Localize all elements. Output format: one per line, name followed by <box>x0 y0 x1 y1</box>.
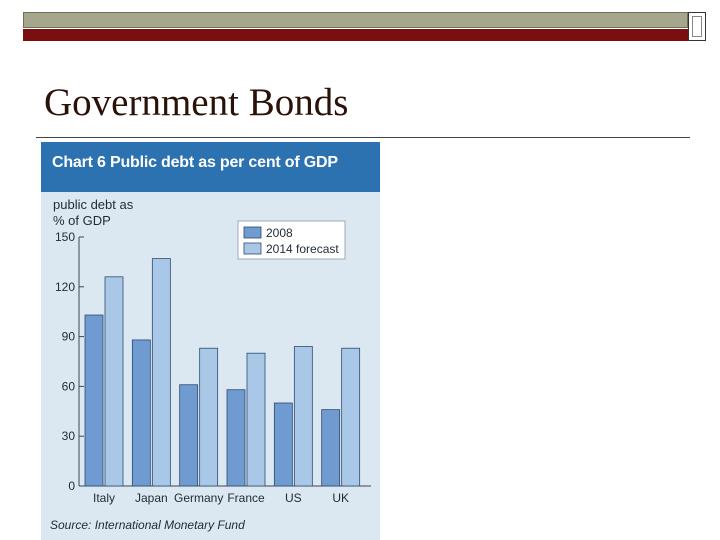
y-tick-label: 120 <box>55 280 75 294</box>
legend-label: 2014 forecast <box>266 242 339 256</box>
bar-japan-1 <box>151 258 171 487</box>
y-axis-label-line1: public debt as <box>53 197 134 212</box>
chart-title: Chart 6 Public debt as per cent of GDP <box>52 154 338 171</box>
x-tick-label: France <box>227 491 265 505</box>
bar-uk-0 <box>321 409 341 487</box>
x-tick-label: Germany <box>174 491 223 505</box>
x-tick-label: US <box>285 491 302 505</box>
bar-germany-1 <box>199 347 219 487</box>
chart-source: Source: International Monetary Fund <box>50 518 245 532</box>
y-tick-label: 60 <box>62 379 76 393</box>
y-tick-label: 30 <box>62 429 76 443</box>
y-axis-label-line2: % of GDP <box>53 213 111 228</box>
chart-header: Chart 6 Public debt as per cent of GDP <box>41 142 380 192</box>
bar-italy-1 <box>104 276 124 487</box>
bar-france-1 <box>246 352 266 487</box>
bar-germany-0 <box>179 384 199 487</box>
chart-panel: Chart 6 Public debt as per cent of GDP p… <box>41 142 380 540</box>
x-tick-label: Italy <box>93 491 115 505</box>
legend-label: 2008 <box>266 226 293 240</box>
y-tick-label: 90 <box>62 330 76 344</box>
slide-decor-bar-top <box>23 12 688 28</box>
y-axis-label: public debt as % of GDP <box>53 197 133 229</box>
bar-us-1 <box>293 346 313 487</box>
bar-uk-1 <box>341 347 361 487</box>
x-tick-label: UK <box>332 491 349 505</box>
bar-france-0 <box>226 389 246 487</box>
bar-japan-0 <box>131 339 151 487</box>
slide-title: Government Bonds <box>44 81 349 124</box>
slide-decor-box <box>688 12 706 41</box>
bar-us-0 <box>273 402 293 487</box>
legend-swatch <box>243 242 262 255</box>
x-tick-label: Japan <box>135 491 168 505</box>
bar-chart: 0 30 60 90 120 150 Italy Japan Germany France US UK… <box>55 220 371 505</box>
y-tick-label: 0 <box>68 479 75 493</box>
title-rule <box>36 137 690 138</box>
legend-swatch <box>243 226 262 239</box>
bar-italy-0 <box>84 314 104 487</box>
y-tick-label: 150 <box>55 230 75 244</box>
slide-decor-bar-bottom <box>23 29 688 41</box>
